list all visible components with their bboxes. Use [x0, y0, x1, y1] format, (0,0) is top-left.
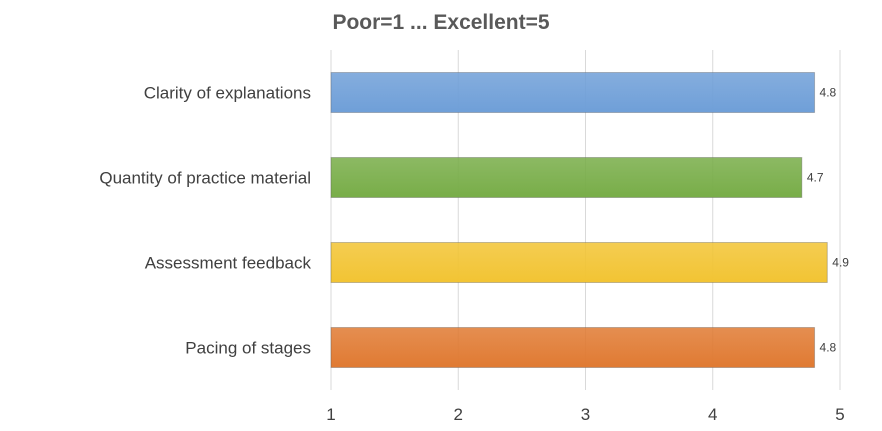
x-tick-label: 1: [326, 405, 335, 424]
bar-2: [330, 157, 803, 198]
data-label: 4.7: [807, 171, 824, 185]
category-label: Pacing of stages: [185, 339, 311, 358]
x-tick-label: 5: [835, 405, 844, 424]
x-tick-label: 3: [581, 405, 590, 424]
data-label: 4.8: [820, 341, 837, 355]
bar-3: [330, 242, 828, 283]
bar-1: [330, 72, 816, 113]
category-label: Clarity of explanations: [144, 84, 311, 103]
x-tick-label: 4: [708, 405, 717, 424]
labels: 1 2 3 4 5 Clarity of explanations 4.8 Quantity …: [99, 84, 849, 425]
data-label: 4.8: [820, 86, 837, 100]
x-tick-label: 2: [454, 405, 463, 424]
bar-4: [330, 327, 816, 368]
data-label: 4.9: [832, 256, 849, 270]
category-label: Assessment feedback: [145, 254, 312, 273]
bars: [330, 72, 828, 368]
chart-title: Poor=1 ... Excellent=5: [332, 11, 549, 34]
category-label: Quantity of practice material: [99, 169, 311, 188]
